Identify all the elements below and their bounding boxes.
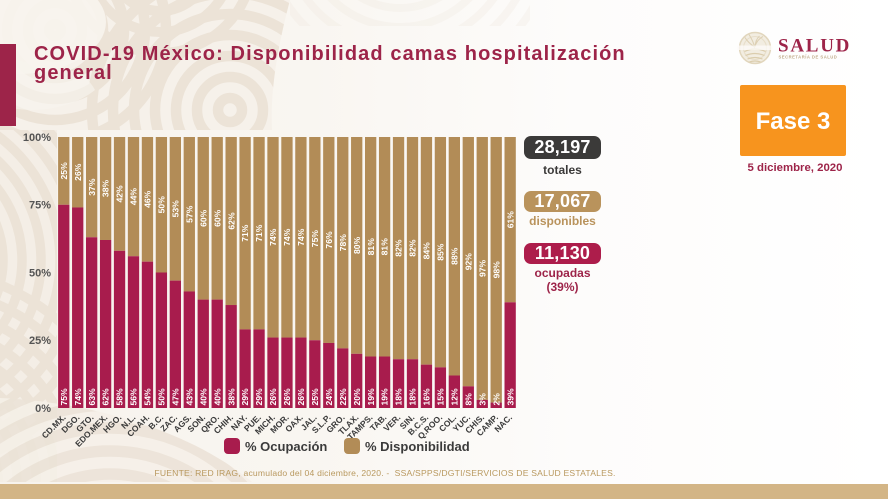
svg-text:38%: 38%	[101, 180, 111, 198]
svg-text:42%: 42%	[115, 185, 125, 203]
svg-text:82%: 82%	[394, 239, 404, 257]
svg-text:97%: 97%	[477, 259, 487, 277]
svg-text:75%: 75%	[59, 388, 69, 406]
svg-text:50%: 50%	[29, 267, 51, 279]
svg-text:75%: 75%	[29, 200, 51, 212]
svg-text:56%: 56%	[129, 388, 139, 406]
svg-text:40%: 40%	[198, 388, 208, 406]
svg-text:62%: 62%	[226, 212, 236, 230]
svg-text:54%: 54%	[143, 388, 153, 406]
svg-text:63%: 63%	[87, 388, 97, 406]
svg-text:74%: 74%	[282, 228, 292, 246]
svg-text:46%: 46%	[143, 190, 153, 208]
svg-text:61%: 61%	[505, 211, 515, 229]
svg-text:18%: 18%	[408, 388, 418, 406]
svg-text:22%: 22%	[338, 388, 348, 406]
svg-text:19%: 19%	[366, 388, 376, 406]
svg-text:60%: 60%	[212, 209, 222, 227]
svg-text:80%: 80%	[352, 236, 362, 254]
svg-text:85%: 85%	[436, 243, 446, 261]
svg-text:100%: 100%	[23, 132, 51, 144]
svg-text:25%: 25%	[310, 388, 320, 406]
svg-text:38%: 38%	[226, 388, 236, 406]
svg-text:84%: 84%	[422, 242, 432, 260]
svg-text:26%: 26%	[282, 388, 292, 406]
svg-text:78%: 78%	[338, 234, 348, 252]
svg-text:71%: 71%	[240, 224, 250, 242]
svg-text:SALUD: SALUD	[778, 36, 851, 57]
svg-text:71%: 71%	[254, 224, 264, 242]
svg-text:40%: 40%	[212, 388, 222, 406]
svg-text:82%: 82%	[408, 239, 418, 257]
svg-text:24%: 24%	[324, 388, 334, 406]
svg-text:29%: 29%	[240, 388, 250, 406]
svg-text:8%: 8%	[463, 393, 473, 406]
svg-text:43%: 43%	[184, 388, 194, 406]
svg-text:50%: 50%	[157, 196, 167, 214]
svg-text:25%: 25%	[59, 162, 69, 180]
svg-text:47%: 47%	[170, 388, 180, 406]
svg-text:60%: 60%	[198, 209, 208, 227]
svg-text:39%: 39%	[505, 388, 515, 406]
svg-text:15%: 15%	[436, 388, 446, 406]
svg-text:3%: 3%	[477, 393, 487, 406]
svg-text:88%: 88%	[449, 247, 459, 265]
svg-text:74%: 74%	[296, 228, 306, 246]
svg-text:58%: 58%	[115, 388, 125, 406]
svg-text:25%: 25%	[29, 335, 51, 347]
svg-text:26%: 26%	[296, 388, 306, 406]
svg-text:98%: 98%	[491, 261, 501, 279]
svg-text:50%: 50%	[157, 388, 167, 406]
svg-text:12%: 12%	[449, 388, 459, 406]
svg-text:2%: 2%	[491, 393, 501, 406]
svg-text:37%: 37%	[87, 178, 97, 196]
svg-text:26%: 26%	[73, 163, 83, 181]
svg-text:81%: 81%	[380, 238, 390, 256]
svg-text:81%: 81%	[366, 238, 376, 256]
svg-text:26%: 26%	[268, 388, 278, 406]
svg-text:29%: 29%	[254, 388, 264, 406]
svg-text:SECRETARÍA DE SALUD: SECRETARÍA DE SALUD	[779, 55, 838, 60]
svg-text:44%: 44%	[129, 188, 139, 206]
svg-text:57%: 57%	[184, 205, 194, 223]
svg-text:74%: 74%	[268, 228, 278, 246]
svg-text:19%: 19%	[380, 388, 390, 406]
svg-text:76%: 76%	[324, 231, 334, 249]
svg-text:92%: 92%	[463, 253, 473, 271]
svg-text:74%: 74%	[73, 388, 83, 406]
svg-text:18%: 18%	[394, 388, 404, 406]
svg-text:62%: 62%	[101, 388, 111, 406]
svg-text:16%: 16%	[422, 388, 432, 406]
svg-text:0%: 0%	[35, 403, 51, 415]
svg-text:75%: 75%	[310, 230, 320, 248]
svg-text:53%: 53%	[170, 200, 180, 218]
svg-text:20%: 20%	[352, 388, 362, 406]
